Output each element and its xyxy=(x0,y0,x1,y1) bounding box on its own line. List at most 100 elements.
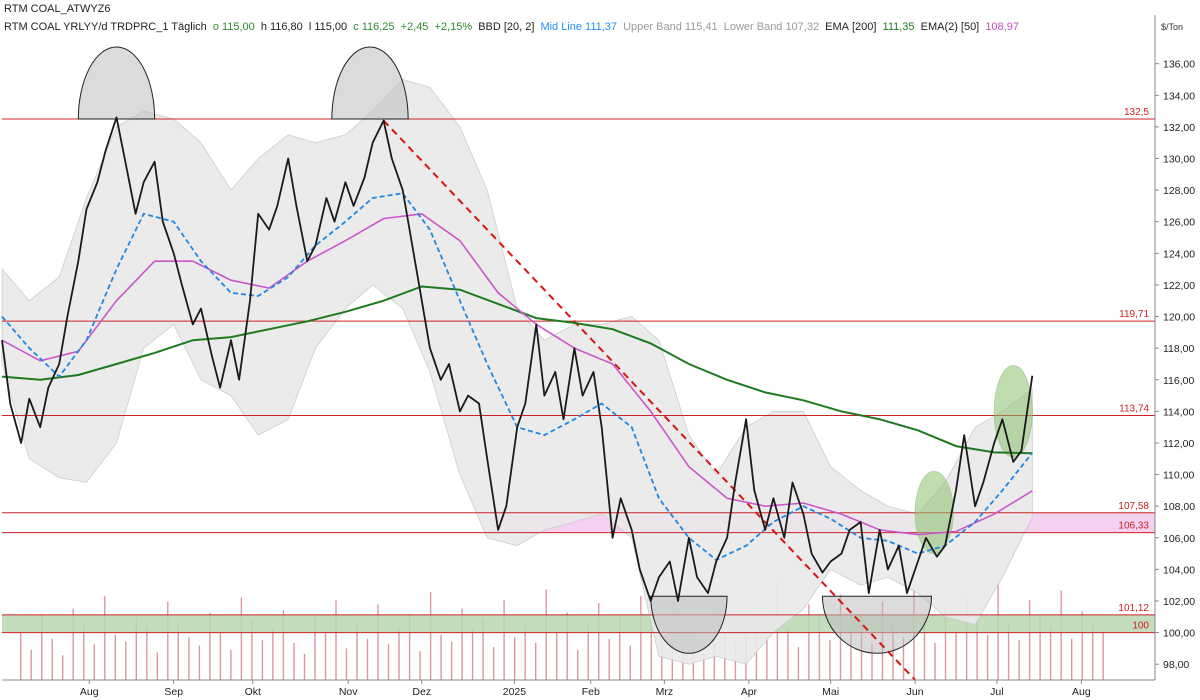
volume-bar xyxy=(829,640,831,680)
ema-params: [200] xyxy=(852,21,877,33)
volume-bar xyxy=(83,625,85,680)
volume-bar xyxy=(72,608,74,680)
x-tick-label: Mrz xyxy=(656,686,674,698)
volume-bar xyxy=(440,634,442,680)
chart-header: RTM COAL_ATWYZ6 RTM COAL YRLYY/d TRDPRC_… xyxy=(0,0,1200,40)
volume-bar xyxy=(892,625,894,680)
ema2-value: 108,97 xyxy=(985,21,1019,33)
x-tick-label: Aug xyxy=(80,686,99,698)
top-pattern-arc xyxy=(77,46,156,120)
y-tick-label: 100,00 xyxy=(1163,628,1195,640)
low-label: l xyxy=(308,21,312,33)
lower-band-value: 107,32 xyxy=(785,21,820,33)
volume-bar xyxy=(209,612,211,680)
volume-bar xyxy=(146,627,148,681)
volume-bar xyxy=(471,629,474,680)
volume-bar xyxy=(240,597,243,680)
volume-bar xyxy=(261,640,264,680)
volume-bar xyxy=(482,618,484,680)
y-tick-label: 122,00 xyxy=(1163,280,1195,292)
volume-bar xyxy=(251,619,253,680)
volume-bar xyxy=(650,627,652,681)
volume-bar xyxy=(492,647,495,680)
high-label: h xyxy=(260,21,267,33)
volume-bar xyxy=(1060,590,1062,680)
volume-bar xyxy=(377,604,379,680)
volume-bar xyxy=(314,616,316,680)
y-tick-label: 110,00 xyxy=(1163,470,1194,482)
level-label: 100 xyxy=(1132,621,1149,632)
volume-bar xyxy=(177,622,179,681)
volume-bar xyxy=(156,652,158,680)
volume-bar xyxy=(387,644,390,681)
volume-bar xyxy=(934,642,936,680)
volume-bar xyxy=(608,638,610,681)
volume-bar xyxy=(545,589,547,681)
volume-bar xyxy=(577,649,579,681)
price-line xyxy=(1,116,1034,602)
volume-bar xyxy=(514,637,516,680)
y-tick-label: 118,00 xyxy=(1163,343,1194,355)
indicator-legend: RTM COAL YRLYY/d TRDPRC_1 Täglich o 115,0… xyxy=(4,21,1022,33)
change-percent: +2,15% xyxy=(434,21,473,33)
y-tick-label: 116,00 xyxy=(1163,375,1194,387)
high-value: 116,80 xyxy=(269,21,303,33)
x-tick-label: Sep xyxy=(164,686,183,698)
volume-bar xyxy=(629,645,631,680)
volume-bar xyxy=(335,600,337,681)
volume-bar xyxy=(566,612,568,680)
highlight-ellipse xyxy=(993,365,1033,458)
y-tick-label: 120,00 xyxy=(1163,312,1195,324)
volume-bar xyxy=(986,634,989,680)
volume-bar xyxy=(51,638,53,681)
volume-bar xyxy=(955,630,957,680)
volume-bar xyxy=(1102,630,1104,680)
volume-bar xyxy=(587,625,589,680)
open-value: 115,00 xyxy=(221,21,255,33)
y-tick-label: 132,00 xyxy=(1163,122,1195,134)
volume-bar xyxy=(1049,627,1052,681)
volume-bar xyxy=(408,614,411,680)
volume-bar xyxy=(1071,638,1073,681)
series-title: RTM COAL YRLYY/d TRDPRC_1 Täglich xyxy=(4,21,207,33)
y-unit-label: $/Ton xyxy=(1161,22,1183,32)
ema2-label: EMA(2) xyxy=(920,21,958,33)
ema2-params: [50] xyxy=(960,21,980,33)
highlight-ellipse xyxy=(914,471,954,554)
ema-label: EMA xyxy=(825,21,849,33)
volume-bar xyxy=(640,596,642,680)
x-tick-label: Okt xyxy=(245,686,261,698)
ema200-line xyxy=(1,285,1033,455)
volume-bar xyxy=(1028,600,1031,681)
bollinger-band xyxy=(1,79,1033,665)
y-tick-label: 134,00 xyxy=(1163,90,1195,102)
volume-bar xyxy=(1092,622,1094,681)
volume-bar xyxy=(20,631,22,680)
y-tick-label: 104,00 xyxy=(1163,564,1195,576)
volume-bar xyxy=(1081,611,1083,681)
symbol-label: RTM COAL_ATWYZ6 xyxy=(4,3,111,15)
upper-band-value: 115,41 xyxy=(684,21,718,33)
level-label: 119,71 xyxy=(1119,309,1149,320)
level-label: 132,5 xyxy=(1124,107,1149,118)
x-tick-label: Dez xyxy=(412,686,431,698)
volume-bar xyxy=(135,618,137,680)
volume-bar xyxy=(198,645,201,680)
mid-line-label: Mid Line xyxy=(540,21,583,33)
volume-bar xyxy=(366,638,369,681)
x-tick-label: Aug xyxy=(1072,686,1091,698)
volume-bar xyxy=(703,652,705,680)
bbd-label: BBD xyxy=(478,21,501,33)
level-label: 107,58 xyxy=(1118,501,1149,512)
volume-bar xyxy=(850,631,852,680)
change-value: +2,45 xyxy=(400,21,429,33)
x-tick-label: Apr xyxy=(741,686,758,698)
volume-bar xyxy=(293,642,295,680)
volume-bar xyxy=(1039,615,1041,680)
level-label: 113,74 xyxy=(1119,403,1149,414)
volume-bar xyxy=(114,634,116,680)
volume-bar xyxy=(30,649,32,681)
volume-bar xyxy=(797,647,800,680)
volume-bar xyxy=(461,608,463,680)
volume-bar xyxy=(93,644,95,681)
